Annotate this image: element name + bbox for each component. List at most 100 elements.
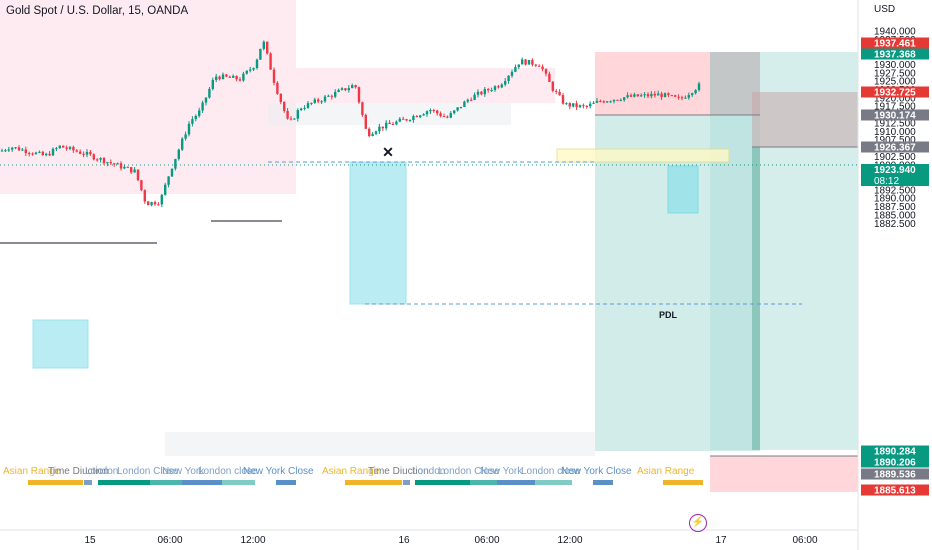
candle[interactable] [619, 100, 622, 102]
candle[interactable] [225, 74, 228, 77]
candle[interactable] [150, 202, 153, 206]
candle[interactable] [422, 114, 425, 116]
candle[interactable] [323, 96, 327, 102]
candle[interactable] [238, 79, 242, 81]
candle[interactable] [629, 95, 633, 97]
candle[interactable] [17, 147, 21, 151]
candle[interactable] [0, 150, 4, 152]
candle[interactable] [310, 102, 313, 104]
candle[interactable] [521, 59, 524, 65]
candle[interactable] [160, 194, 163, 205]
candle[interactable] [262, 41, 265, 49]
candle[interactable] [510, 71, 514, 76]
candle[interactable] [385, 122, 388, 129]
candle[interactable] [572, 103, 575, 107]
candle[interactable] [487, 89, 490, 91]
candle[interactable] [677, 96, 680, 98]
candle[interactable] [164, 184, 167, 195]
candle[interactable] [561, 95, 565, 104]
candle[interactable] [51, 148, 55, 156]
candle[interactable] [388, 122, 391, 124]
candle[interactable] [99, 158, 102, 160]
candle[interactable] [245, 70, 248, 74]
candle[interactable] [102, 158, 106, 164]
candle[interactable] [548, 73, 551, 82]
candle[interactable] [215, 76, 218, 80]
candle[interactable] [466, 99, 469, 102]
candle[interactable] [221, 74, 225, 80]
candle[interactable] [116, 163, 119, 165]
candle[interactable] [143, 190, 146, 202]
candle[interactable] [174, 158, 177, 169]
candle[interactable] [72, 146, 75, 151]
candle[interactable] [575, 103, 578, 108]
candle[interactable] [616, 99, 619, 101]
candle[interactable] [204, 97, 208, 103]
candle[interactable] [650, 93, 653, 97]
candle[interactable] [446, 116, 449, 118]
candle[interactable] [670, 95, 673, 97]
candle[interactable] [599, 100, 602, 102]
candle[interactable] [191, 119, 194, 124]
fvg-box[interactable] [667, 165, 699, 214]
candle[interactable] [354, 85, 357, 88]
candle[interactable] [242, 73, 245, 81]
candle[interactable] [194, 115, 197, 120]
symbol-title[interactable]: Gold Spot / U.S. Dollar, 15, OANDA [6, 5, 189, 17]
candle[interactable] [28, 153, 31, 155]
candle[interactable] [558, 91, 561, 96]
candle[interactable] [402, 118, 405, 120]
candle[interactable] [79, 151, 82, 154]
candle[interactable] [303, 107, 306, 109]
candle[interactable] [153, 202, 157, 205]
candle[interactable] [425, 111, 429, 115]
candle[interactable] [555, 90, 558, 92]
candle[interactable] [24, 149, 27, 154]
fvg-box[interactable] [32, 319, 89, 369]
candle[interactable] [483, 89, 486, 95]
candle[interactable] [119, 163, 123, 169]
candle[interactable] [300, 108, 303, 111]
candle[interactable] [408, 120, 412, 122]
candle[interactable] [249, 69, 252, 71]
candle[interactable] [643, 94, 646, 96]
candle[interactable] [623, 97, 626, 101]
candle[interactable] [680, 97, 684, 99]
candle[interactable] [657, 93, 660, 96]
candle[interactable] [551, 81, 554, 91]
candle[interactable] [317, 99, 320, 102]
candle[interactable] [351, 85, 354, 89]
imbalance-box[interactable] [556, 148, 730, 163]
candle[interactable] [337, 89, 340, 92]
candle[interactable] [398, 118, 401, 122]
candle[interactable] [470, 99, 473, 101]
candle[interactable] [463, 101, 466, 107]
candle[interactable] [415, 116, 418, 118]
candle[interactable] [232, 75, 235, 78]
candle[interactable] [201, 102, 204, 111]
candle[interactable] [68, 146, 72, 149]
candle[interactable] [429, 109, 432, 112]
candle[interactable] [58, 145, 61, 149]
candle[interactable] [272, 69, 276, 83]
candle[interactable] [395, 121, 398, 125]
candle[interactable] [167, 176, 170, 185]
candle[interactable] [133, 169, 136, 173]
candle[interactable] [544, 69, 548, 74]
candle[interactable] [459, 106, 463, 108]
candle[interactable] [442, 116, 446, 118]
candle[interactable] [7, 149, 10, 151]
candle[interactable] [218, 76, 221, 80]
candle[interactable] [266, 41, 269, 54]
candle[interactable] [283, 101, 286, 111]
candle[interactable] [493, 86, 497, 91]
candle[interactable] [228, 76, 231, 78]
candle[interactable] [602, 101, 605, 103]
candle[interactable] [126, 166, 129, 168]
candle[interactable] [347, 88, 350, 91]
candle[interactable] [674, 95, 677, 97]
candle[interactable] [235, 75, 238, 80]
candle[interactable] [687, 95, 690, 98]
candle[interactable] [391, 123, 395, 125]
